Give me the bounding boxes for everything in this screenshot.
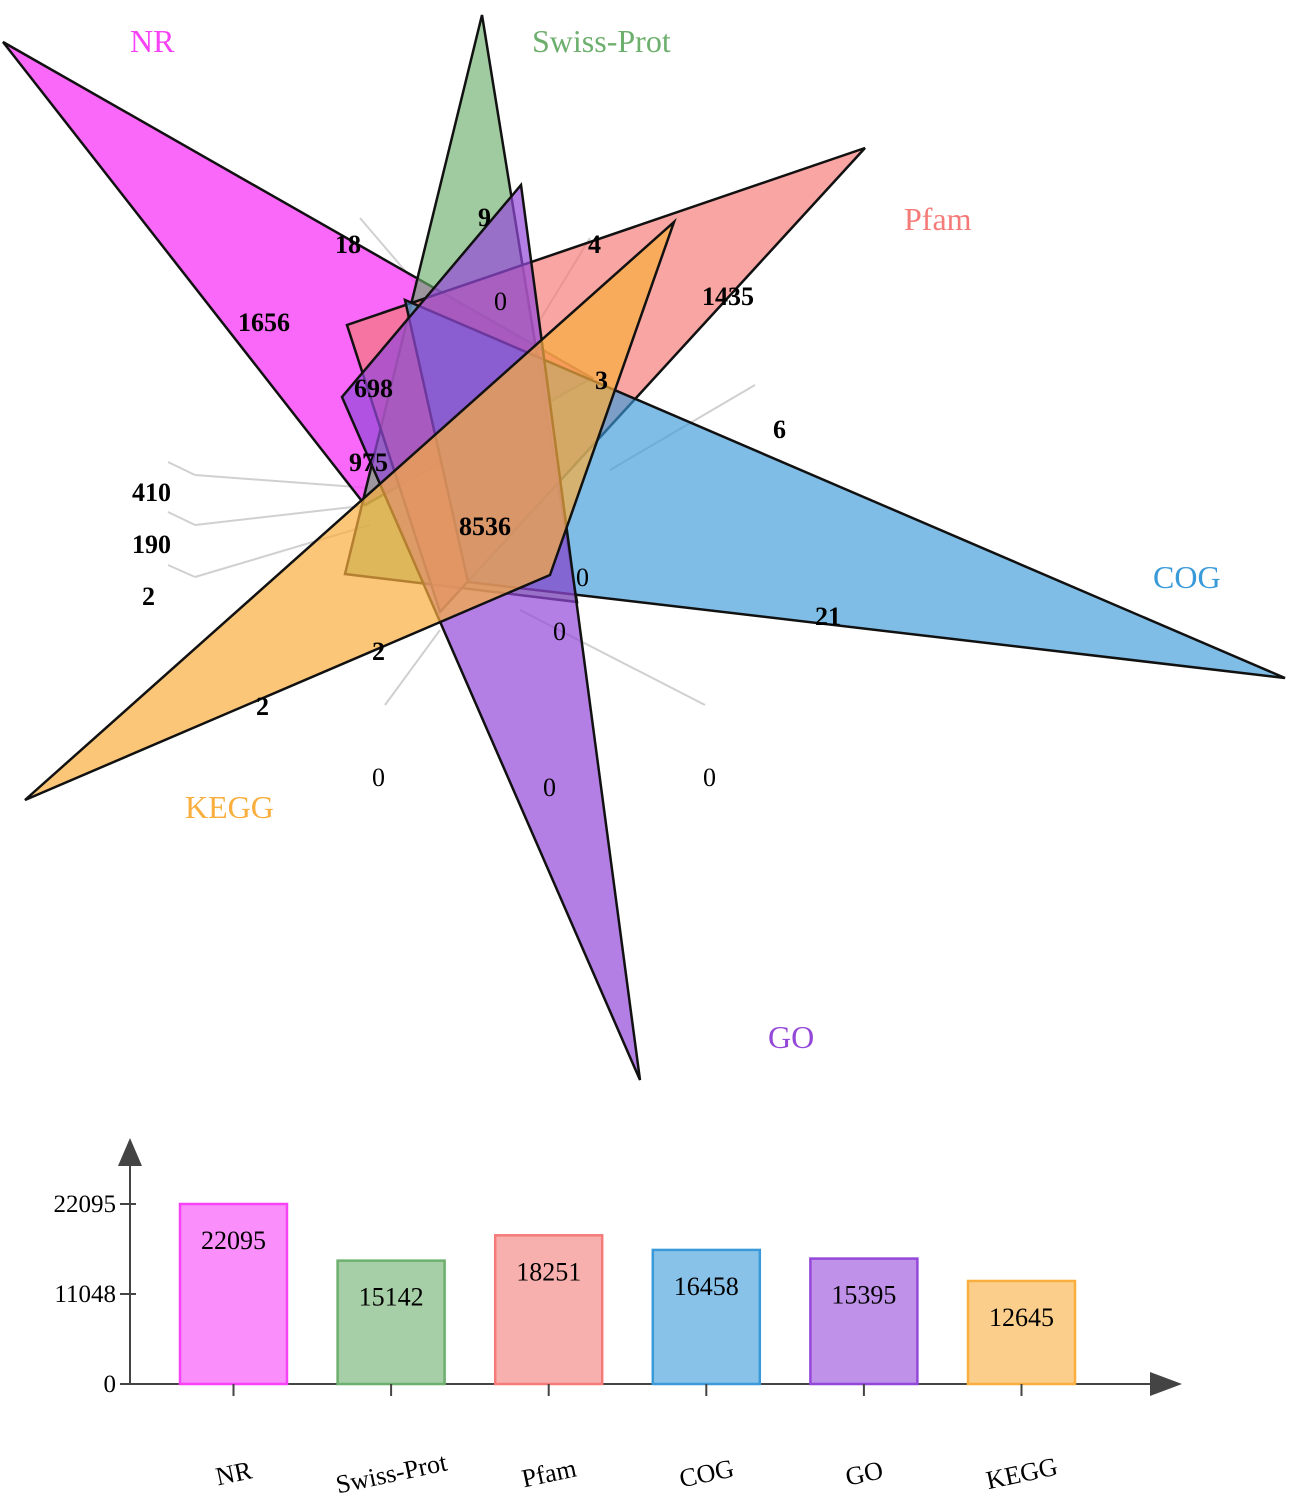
venn-count: 0 (543, 773, 556, 802)
venn-count: 190 (132, 530, 171, 559)
venn-count: 0 (576, 563, 589, 592)
venn-label-cog: COG (1153, 559, 1221, 595)
bar-value-label: 15395 (831, 1281, 896, 1310)
bar-kegg (966, 1279, 1077, 1386)
bars: 22095 NR 15142 Swiss-Prot 18251 Pfam 16458 COG 1… (178, 1202, 1077, 1499)
category-label: COG (677, 1454, 737, 1494)
venn-count: 0 (553, 617, 566, 646)
venn-count: 1435 (702, 282, 754, 311)
category-label: NR (213, 1455, 255, 1491)
venn-shape-kegg (24, 217, 677, 802)
leader-line (167, 564, 196, 578)
category-label: KEGG (983, 1452, 1060, 1495)
leader-line (167, 511, 196, 526)
category-label: Swiss-Prot (333, 1447, 450, 1499)
venn-count: 698 (354, 374, 393, 403)
bar-cog (651, 1248, 762, 1386)
venn-count: 975 (349, 448, 388, 477)
venn-label-go: GO (768, 1019, 814, 1055)
x-axis-arrow (1150, 1372, 1182, 1396)
venn-label-swiss-prot: Swiss-Prot (532, 23, 671, 59)
venn-count: 4 (588, 230, 601, 259)
y-tick-label: 0 (104, 1371, 117, 1398)
venn-set-labels: NR Swiss-Prot Pfam COG GO KEGG (130, 23, 1221, 1055)
category-label: GO (843, 1455, 886, 1491)
venn-count: 3 (595, 366, 608, 395)
bar-pfam (493, 1234, 604, 1386)
venn-label-nr: NR (130, 23, 175, 59)
y-axis-arrow (118, 1138, 142, 1166)
bar-swiss-prot (336, 1259, 446, 1386)
venn-region-counts: 18 9 4 1656 0 1435 698 3 6 975 410 8536 … (132, 203, 841, 802)
venn-label-kegg: KEGG (185, 789, 274, 825)
y-axis (118, 1138, 142, 1385)
venn-label-pfam: Pfam (904, 201, 972, 237)
category-label: Pfam (519, 1454, 579, 1494)
venn-count: 0 (703, 763, 716, 792)
venn-count: 0 (494, 287, 507, 316)
bar-go (809, 1257, 919, 1386)
bar-nr (178, 1202, 289, 1386)
bar-value-label: 22095 (201, 1226, 266, 1255)
venn-count: 1656 (238, 308, 290, 337)
bar-value-label: 12645 (989, 1303, 1054, 1332)
venn-count: 2 (142, 582, 155, 611)
leader-line (384, 629, 441, 706)
bar-chart: 0 11048 22095 22095 NR 15142 Swiss-Prot 18251 P… (54, 1138, 1182, 1499)
venn-count: 0 (372, 763, 385, 792)
y-tick-label: 11048 (54, 1281, 116, 1308)
bar-value-label: 16458 (674, 1272, 739, 1301)
bar-value-label: 18251 (516, 1257, 581, 1286)
venn-count: 2 (256, 692, 269, 721)
venn-count: 8536 (459, 512, 511, 541)
venn-count: 18 (335, 230, 361, 259)
bar-value-label: 15142 (359, 1283, 424, 1312)
leader-line (194, 504, 371, 526)
venn-count: 9 (478, 203, 491, 232)
y-ticks: 0 11048 22095 (54, 1191, 136, 1398)
venn-count: 6 (773, 415, 786, 444)
leader-line (167, 461, 196, 476)
venn-count: 2 (372, 637, 385, 666)
venn-shape-go (340, 182, 642, 1081)
venn-count: 21 (815, 602, 841, 631)
venn-count: 410 (132, 478, 171, 507)
venn-diagram (2, 14, 1286, 1081)
leader-line (194, 474, 371, 489)
y-tick-label: 22095 (54, 1191, 117, 1218)
